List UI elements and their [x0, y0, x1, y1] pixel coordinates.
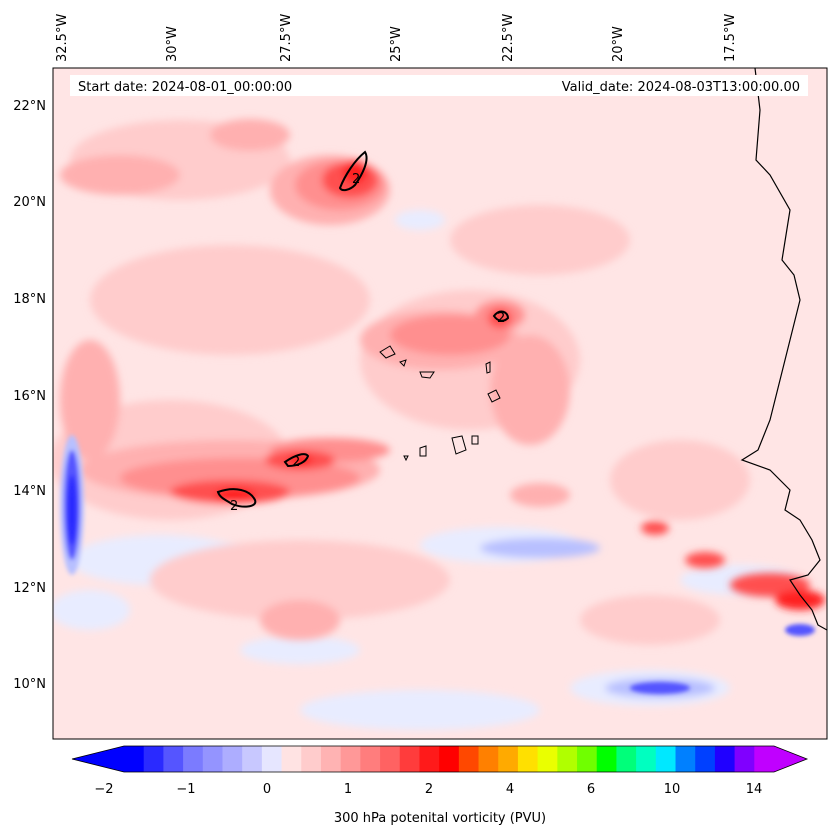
pv-contour-label-3: 2 [292, 455, 300, 470]
cbar-tick-14: 14 [746, 782, 763, 797]
lat-label-20n: 20°N [13, 195, 46, 210]
start-date-text: Start date: 2024-08-01_00:00:00 [78, 80, 292, 95]
colorbar-segment [242, 746, 263, 772]
colorbar-segment [478, 746, 499, 772]
lat-label-14n: 14°N [13, 484, 46, 499]
pv-field-map: 2 2 2 2 Start date: 2024-08-01_00:00:00 … [53, 68, 827, 739]
colorbar-extend-min [72, 746, 124, 772]
colorbar-segment [360, 746, 381, 772]
colorbar-segment [380, 746, 401, 772]
african-coastline [740, 68, 827, 631]
pv-contour-label-1: 2 [352, 172, 360, 187]
colorbar-segment [124, 746, 145, 772]
lat-label-12n: 12°N [13, 581, 46, 596]
colorbar-segment [714, 746, 736, 772]
date-banner: Start date: 2024-08-01_00:00:00 Valid_da… [70, 75, 808, 96]
colorbar-segment [754, 746, 775, 772]
colorbar-segment [222, 746, 243, 772]
colorbar [71, 745, 809, 773]
colorbar-segment [695, 746, 716, 772]
colorbar-segment [675, 746, 696, 772]
map-frame [52, 67, 828, 740]
colorbar-segment [340, 746, 361, 772]
lat-label-22n: 22°N [13, 99, 46, 114]
colorbar-segment [183, 746, 204, 772]
colorbar-segment [458, 746, 480, 772]
cbar-tick-neg2: −2 [94, 782, 113, 797]
colorbar-segment [596, 746, 617, 772]
colorbar-segment [498, 746, 519, 772]
longitude-labels: 32.5°W 30°W 27.5°W 25°W 22.5°W 20°W 17.5… [55, 14, 738, 62]
lon-label-17-5w: 17.5°W [723, 14, 738, 62]
date-banner-bg [70, 75, 808, 96]
cbar-tick-6: 6 [587, 782, 595, 797]
colorbar-segment [281, 746, 302, 772]
colorbar-segment [419, 746, 440, 772]
colorbar-segment [320, 746, 342, 772]
lat-label-16n: 16°N [13, 389, 46, 404]
colorbar-segment [537, 746, 558, 772]
colorbar-segment [163, 746, 184, 772]
cbar-tick-1: 1 [344, 782, 352, 797]
colorbar-segment [577, 746, 598, 772]
valid-date-text: Valid_date: 2024-08-03T13:00:00.00 [562, 80, 800, 95]
colorbar-segment [202, 746, 223, 772]
colorbar-label: 300 hPa potenital vorticity (PVU) [334, 811, 546, 826]
lat-label-18n: 18°N [13, 292, 46, 307]
lon-label-22-5w: 22.5°W [501, 14, 516, 62]
pv-2-contours [216, 150, 510, 508]
cbar-tick-10: 10 [664, 782, 681, 797]
colorbar-segment [517, 746, 539, 772]
islands [379, 345, 501, 462]
pv-blue-band [60, 435, 815, 694]
latitude-labels: 22°N 20°N 18°N 16°N 14°N 12°N 10°N [13, 99, 46, 692]
pv-contour-labels: 2 2 2 2 [230, 172, 505, 514]
colorbar-segment [616, 746, 637, 772]
colorbar-ticks: −2 −1 0 1 2 4 6 10 14 [94, 782, 762, 797]
colorbar-segment [143, 746, 164, 772]
cbar-tick-4: 4 [506, 782, 514, 797]
lon-label-20w: 20°W [611, 26, 626, 62]
lon-label-32-5w: 32.5°W [55, 14, 70, 62]
cbar-tick-2: 2 [425, 782, 433, 797]
lon-label-27-5w: 27.5°W [279, 14, 294, 62]
colorbar-outline [71, 745, 809, 773]
lon-label-30w: 30°W [165, 26, 180, 62]
cbar-tick-0: 0 [263, 782, 271, 797]
cbar-tick-neg1: −1 [176, 782, 195, 797]
colorbar-segment [655, 746, 677, 772]
pv-contour-label-4: 2 [497, 311, 505, 326]
colorbar-segment [636, 746, 657, 772]
pv-contour-label-2: 2 [230, 499, 238, 514]
colorbar-segment [261, 746, 283, 772]
colorbar-extend-max [774, 746, 807, 772]
lon-label-25w: 25°W [389, 26, 404, 62]
lat-label-10n: 10°N [13, 677, 46, 692]
colorbar-segment [439, 746, 460, 772]
colorbar-segment [557, 746, 578, 772]
colorbar-segment [399, 746, 420, 772]
colorbar-segment [734, 746, 755, 772]
colorbar-segment [301, 746, 322, 772]
